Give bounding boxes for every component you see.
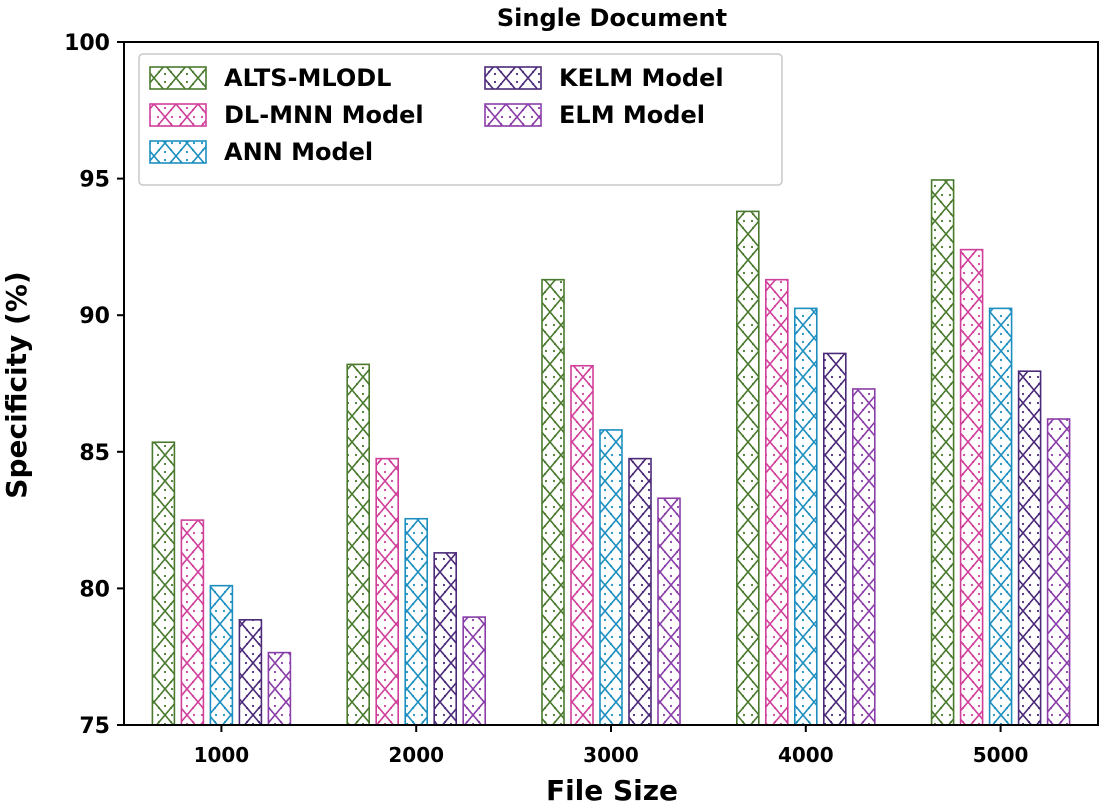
legend-swatch bbox=[484, 103, 542, 127]
bar-kelm-model-3000 bbox=[628, 457, 652, 726]
bar-dl-mnn-model-4000 bbox=[764, 278, 789, 726]
x-tick-label: 2000 bbox=[388, 743, 444, 767]
legend-swatch bbox=[149, 103, 207, 127]
bar-elm-model-2000 bbox=[462, 616, 487, 726]
legend-item-alts-mlodl: ALTS-MLODL bbox=[149, 64, 391, 92]
bar-kelm-model-1000 bbox=[238, 619, 263, 726]
legend-item-dl-mnn-model: DL-MNN Model bbox=[149, 101, 424, 129]
bar-ann-model-1000 bbox=[209, 584, 234, 726]
bar-elm-model-5000 bbox=[1046, 418, 1071, 726]
bar-alts-mlodl-2000 bbox=[346, 363, 371, 726]
y-tick-label: 100 bbox=[64, 31, 110, 56]
y-ticks: 75 80 85 90 95 100 bbox=[64, 31, 124, 739]
bar-alts-mlodl-5000 bbox=[930, 179, 955, 726]
bar-dl-mnn-model-1000 bbox=[180, 519, 205, 726]
y-tick-label: 85 bbox=[79, 441, 110, 466]
chart-title: Single Document bbox=[497, 4, 727, 32]
legend-label: DL-MNN Model bbox=[224, 101, 424, 129]
legend-swatch bbox=[484, 66, 542, 90]
bar-alts-mlodl-4000 bbox=[735, 210, 760, 726]
x-axis-label: File Size bbox=[546, 774, 678, 805]
x-tick-label: 1000 bbox=[194, 743, 250, 767]
y-tick-label: 75 bbox=[79, 714, 110, 739]
legend-label: ELM Model bbox=[559, 101, 705, 129]
bar-ann-model-5000 bbox=[988, 307, 1013, 726]
bar-dl-mnn-model-2000 bbox=[375, 457, 400, 726]
x-ticks: 1000 2000 3000 4000 5000 bbox=[194, 725, 1029, 767]
legend-item-kelm-model: KELM Model bbox=[484, 64, 724, 92]
bar-kelm-model-4000 bbox=[822, 352, 847, 726]
bar-alts-mlodl-1000 bbox=[151, 441, 176, 726]
legend-box bbox=[138, 53, 783, 186]
bar-kelm-model-2000 bbox=[433, 552, 458, 726]
y-axis-label: Specificity (%) bbox=[0, 271, 33, 498]
y-tick-label: 95 bbox=[79, 168, 110, 193]
bar-elm-model-4000 bbox=[851, 388, 876, 726]
x-tick-label: 3000 bbox=[583, 743, 639, 767]
bar-ann-model-2000 bbox=[404, 517, 429, 726]
x-tick-label: 5000 bbox=[973, 743, 1029, 767]
bar-elm-model-3000 bbox=[657, 497, 681, 726]
x-tick-label: 4000 bbox=[778, 743, 834, 767]
legend-item-ann-model: ANN Model bbox=[149, 138, 373, 166]
bar-dl-mnn-model-3000 bbox=[570, 364, 594, 726]
bar-ann-model-3000 bbox=[599, 429, 623, 726]
legend: ALTS-MLODL DL-MNN Model ANN Model KELM Mode… bbox=[138, 53, 783, 186]
bar-alts-mlodl-3000 bbox=[541, 278, 565, 726]
bar-dl-mnn-model-5000 bbox=[959, 248, 984, 726]
legend-label: ALTS-MLODL bbox=[224, 64, 391, 92]
legend-label: KELM Model bbox=[559, 64, 724, 92]
y-tick-label: 90 bbox=[79, 304, 110, 329]
legend-label: ANN Model bbox=[224, 138, 373, 166]
bar-elm-model-1000 bbox=[267, 651, 292, 726]
legend-swatch bbox=[149, 140, 207, 164]
legend-swatch bbox=[149, 66, 207, 90]
y-tick-label: 80 bbox=[79, 577, 110, 602]
legend-item-elm-model: ELM Model bbox=[484, 101, 705, 129]
bar-kelm-model-5000 bbox=[1017, 370, 1042, 726]
bars bbox=[151, 179, 1071, 726]
bar-ann-model-4000 bbox=[793, 307, 818, 726]
